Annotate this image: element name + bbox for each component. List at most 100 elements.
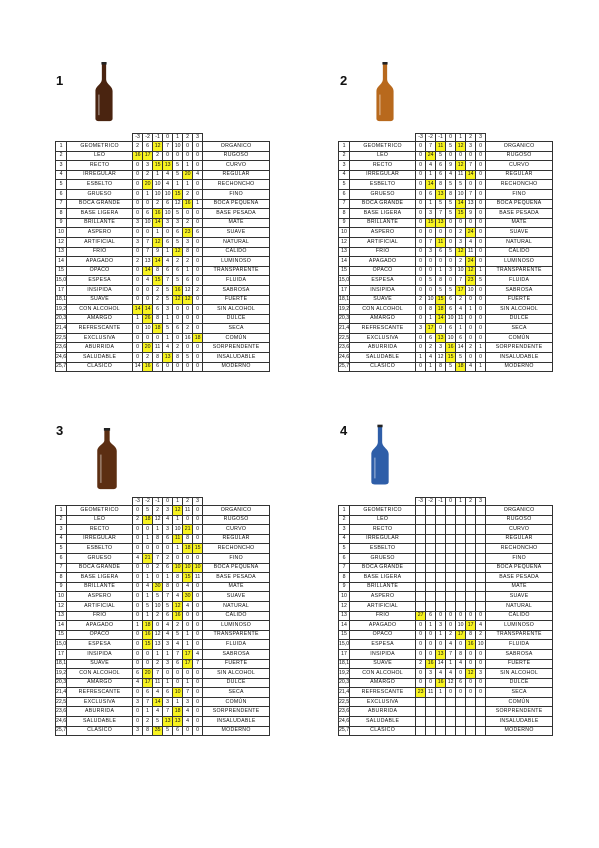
vote-count: 8 — [435, 275, 447, 286]
right-adjective: INSALUDABLE — [485, 716, 554, 727]
vote-count: 30 — [182, 591, 194, 602]
vote-count: 0 — [192, 352, 204, 363]
vote-count: 12 — [152, 629, 164, 641]
vote-count: 0 — [425, 284, 437, 296]
vote-count: 0 — [182, 208, 194, 219]
right-adjective: INSALUDABLE — [202, 716, 271, 727]
vote-count: 8 — [142, 725, 154, 737]
vote-count: 1 — [152, 227, 164, 238]
vote-count — [445, 562, 457, 574]
vote-count — [465, 572, 477, 583]
row-index: 15 — [337, 629, 351, 641]
vote-count: 13 — [465, 198, 477, 210]
vote-count — [425, 562, 437, 574]
scale-label: 2 — [182, 133, 194, 142]
vote-count: 10 — [425, 294, 437, 306]
right-adjective: FINO — [202, 188, 271, 200]
right-adjective: SABROSA — [485, 284, 554, 296]
left-adjective: IRREGULAR — [349, 169, 417, 181]
semantic-differential-table: -3 -2 -1 0 1 2 3 1 GEOMETRICO 0 7 11 5 12 3 0 ORGANICO 2 L… — [337, 133, 554, 373]
vote-count: 2 — [142, 716, 154, 727]
vote-count: 6 — [172, 725, 184, 737]
right-adjective: RECHONCHO — [485, 179, 554, 190]
vote-count: 8 — [435, 361, 447, 373]
vote-count: 0 — [465, 658, 477, 670]
left-adjective: GEOMETRICO — [349, 505, 417, 516]
vote-count: 0 — [415, 275, 427, 286]
vote-count: 2 — [152, 150, 164, 162]
vote-count — [465, 591, 477, 602]
vote-count: 0 — [435, 610, 447, 622]
vote-count: 3 — [162, 658, 174, 670]
vote-count — [425, 716, 437, 727]
vote-count: 14 — [152, 217, 164, 229]
vote-count: 5 — [445, 198, 457, 210]
vote-count: 2 — [172, 256, 184, 267]
vote-count: 10 — [172, 141, 184, 152]
table-row: 22,5 EXCLUSIVA 0 0 0 1 0 16 18 COMÚN — [54, 332, 271, 344]
vote-count: 0 — [425, 677, 437, 689]
vote-count — [435, 716, 447, 727]
vote-count: 0 — [455, 639, 467, 650]
vote-count: 1 — [425, 620, 437, 631]
vote-count: 0 — [475, 179, 487, 190]
table-row: 13 FRIO 27 6 0 0 0 0 0 CALIDO — [337, 610, 554, 622]
vote-count: 0 — [132, 600, 144, 612]
vote-count: 0 — [415, 629, 427, 641]
row-index: 15,0 — [54, 639, 68, 650]
table-row: 5 ESBELTO 0 14 8 5 5 0 0 RECHONCHO — [337, 179, 554, 190]
vote-count: 0 — [425, 227, 437, 238]
vote-count — [455, 524, 467, 535]
vote-count: 4 — [465, 236, 477, 248]
vote-count: 4 — [435, 668, 447, 679]
left-adjective: SUAVE — [349, 294, 417, 306]
header-spacer — [486, 498, 553, 506]
scale-label: -3 — [415, 497, 427, 506]
table-row: 25,7 CLÁSICO MODERNO — [337, 725, 554, 737]
vote-count: 5 — [172, 236, 184, 248]
vote-count: 15 — [152, 160, 164, 171]
vote-count: 0 — [182, 725, 194, 737]
left-adjective: RECTO — [66, 524, 134, 535]
row-index: 17 — [337, 284, 351, 296]
vote-count: 0 — [455, 150, 467, 162]
scale-label: -3 — [132, 497, 144, 506]
vote-count: 0 — [475, 236, 487, 248]
vote-count: 8 — [455, 648, 467, 660]
right-adjective: MATE — [202, 217, 271, 229]
vote-count: 0 — [435, 639, 447, 650]
row-index: 15 — [54, 629, 68, 641]
table-row: 18,1 SUAVE 0 0 2 3 6 17 7 FUERTE — [54, 658, 271, 670]
vote-count — [465, 524, 477, 535]
vote-count: 0 — [192, 217, 204, 229]
right-adjective: SUAVE — [485, 227, 554, 238]
table-row: 1 GEOMETRICO 2 6 12 7 10 0 0 ORGANICO — [54, 141, 271, 152]
vote-count — [445, 552, 457, 564]
left-adjective: REFRESCANTE — [349, 323, 417, 334]
vote-count: 0 — [132, 332, 144, 344]
vote-count: 4 — [162, 620, 174, 631]
table-row: 15,0 ESPESA 0 0 0 4 0 16 10 FLUIDA — [337, 639, 554, 650]
left-adjective: OPACO — [349, 629, 417, 641]
vote-count — [475, 716, 487, 727]
right-adjective: SECA — [485, 323, 554, 334]
left-adjective: ESPESA — [349, 639, 417, 650]
vote-count: 1 — [455, 323, 467, 334]
vote-count: 20 — [142, 342, 154, 354]
left-adjective: BASE LIGERA — [66, 208, 134, 219]
vote-count: 7 — [162, 141, 174, 152]
vote-count: 0 — [142, 284, 154, 296]
table-row: 14 APAGADO 0 1 3 0 10 17 4 LUMINOSO — [337, 620, 554, 631]
vote-count: 8 — [152, 265, 164, 277]
vote-count — [455, 716, 467, 727]
vote-count: 1 — [475, 342, 487, 354]
vote-count: 3 — [435, 620, 447, 631]
vote-count: 6 — [172, 227, 184, 238]
table-row: 12 ARTIFICIAL 0 5 10 5 12 4 0 NATURAL — [54, 600, 271, 612]
vote-count: 6 — [425, 188, 437, 200]
left-adjective: APAGADO — [66, 256, 134, 267]
table-row: 15,0 ESPESA 0 15 13 3 4 1 0 FLUIDA — [54, 639, 271, 650]
left-adjective: CLÁSICO — [66, 725, 134, 737]
left-adjective: EXCLUSIVA — [66, 332, 134, 344]
vote-count: 0 — [162, 227, 174, 238]
